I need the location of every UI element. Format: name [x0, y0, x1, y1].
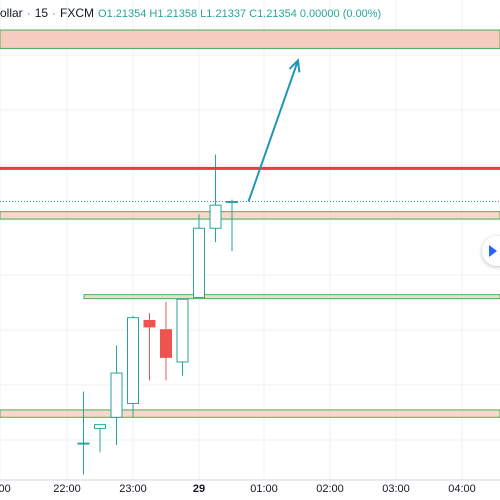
time-axis-tick-label: 0:00 [0, 483, 11, 495]
symbol-name[interactable]: ollar [0, 6, 23, 20]
exchange-label: FXCM [60, 6, 95, 20]
chart-overlays [0, 58, 500, 203]
support-resistance-zones [0, 29, 500, 418]
candlestick-series [77, 154, 238, 475]
time-axis-tick-label: 04:00 [448, 483, 476, 495]
candle-up [110, 372, 123, 418]
projection-arrow-head [288, 58, 301, 73]
time-axis-tick-label: 29 [192, 483, 206, 495]
time-axis-tick-label: 23:00 [119, 483, 147, 495]
legend-separator: · [52, 6, 57, 20]
candle-up [127, 317, 139, 404]
interval-label[interactable]: 15 [34, 6, 49, 20]
scroll-to-realtime-button[interactable] [482, 236, 500, 266]
chart-grid [0, 0, 500, 481]
candle-up [193, 227, 205, 298]
play-arrow-icon [489, 245, 497, 257]
time-axis-tick-label: 01:00 [250, 483, 278, 495]
time-axis-tick-label: 02:00 [316, 483, 344, 495]
time-axis-tick-label: 03:00 [382, 483, 410, 495]
projection-arrow-line [247, 60, 299, 202]
candle-down [160, 329, 172, 358]
candle-up [77, 442, 90, 445]
symbol-legend: ollar · 15 · FXCM O1.21354 H1.21358 L1.21337 … [0, 6, 381, 20]
candle-down [143, 319, 156, 328]
support-zone [83, 294, 500, 300]
support-zone [0, 211, 500, 220]
support-zone [0, 409, 500, 418]
ohlc-values: O1.21354 H1.21358 L1.21337 C1.21354 0.00… [98, 8, 382, 20]
time-axis-tick-label: 22:00 [53, 483, 81, 495]
candle-up [94, 424, 106, 429]
candle-up [176, 298, 189, 363]
legend-separator: · [26, 6, 31, 20]
support-zone [0, 29, 500, 49]
candle-up [209, 204, 222, 229]
